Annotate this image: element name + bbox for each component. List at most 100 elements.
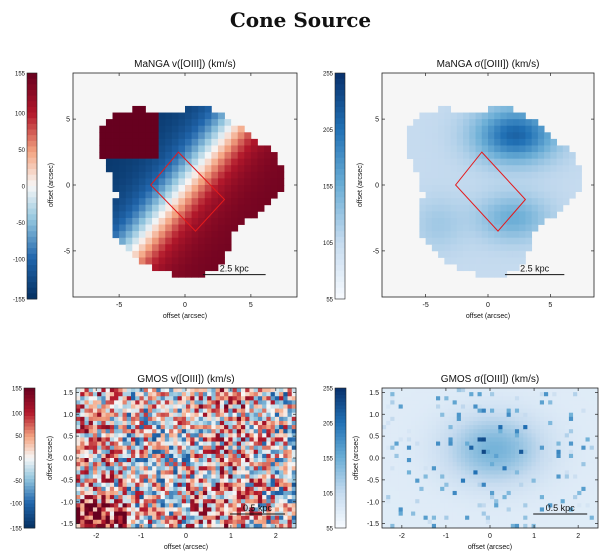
gmos-velocity-cell	[236, 495, 242, 500]
manga-dispersion-cell	[544, 198, 551, 206]
gmos-velocity-cell	[224, 474, 229, 479]
gmos-velocity-cell	[228, 458, 233, 463]
gmos-dispersion-ytick-label: -1.5	[367, 521, 379, 528]
gmos-dispersion-cell	[490, 433, 495, 438]
gmos-dispersion-cell	[448, 408, 454, 414]
gmos-velocity-cell	[135, 499, 140, 504]
gmos-dispersion-cell	[506, 462, 512, 467]
gmos-dispersion-cell	[485, 437, 491, 442]
gmos-velocity-cell	[266, 449, 272, 455]
gmos-dispersion-cell	[502, 416, 508, 422]
gmos-dispersion-cell	[490, 420, 495, 426]
manga-dispersion-cell	[531, 119, 539, 127]
gmos-velocity-cell	[173, 470, 178, 475]
gmos-dispersion-cell	[423, 429, 429, 434]
manga-velocity-cell	[191, 270, 199, 278]
manga-velocity-colorbar-step	[27, 180, 37, 187]
manga-velocity-cell	[224, 158, 232, 166]
gmos-velocity-cell	[274, 474, 280, 479]
gmos-velocity-cell	[114, 462, 119, 467]
gmos-velocity-cell	[97, 392, 102, 397]
gmos-velocity-cell	[177, 482, 183, 488]
gmos-dispersion-cell	[477, 441, 483, 447]
gmos-dispersion-cell	[465, 507, 470, 512]
gmos-velocity-cell	[262, 523, 267, 529]
gmos-dispersion-cell	[419, 478, 424, 484]
gmos-velocity-cell	[84, 425, 90, 430]
gmos-dispersion-cell	[456, 474, 462, 479]
gmos-dispersion-cell	[589, 519, 595, 525]
manga-velocity-colorbar-step	[27, 89, 37, 96]
gmos-dispersion-cell	[436, 474, 441, 479]
manga-velocity-xlabel: offset (arcsec)	[163, 313, 207, 320]
gmos-dispersion-cell	[585, 519, 591, 525]
gmos-dispersion-cell	[573, 400, 578, 405]
gmos-velocity-cell	[105, 470, 111, 475]
manga-dispersion-cell	[525, 191, 533, 199]
gmos-dispersion-cell	[440, 392, 445, 397]
manga-dispersion-cell	[463, 211, 470, 219]
gmos-dispersion-cell	[423, 433, 429, 438]
gmos-velocity-cell	[131, 507, 136, 512]
manga-dispersion-colorbar-step	[335, 287, 345, 294]
manga-dispersion-cell	[475, 217, 483, 225]
gmos-velocity-cell	[279, 412, 284, 418]
gmos-dispersion-cell	[444, 420, 449, 426]
gmos-dispersion-cell	[456, 437, 462, 442]
gmos-dispersion-cell	[436, 482, 441, 488]
gmos-velocity-cell	[80, 458, 85, 463]
gmos-dispersion-cell	[506, 495, 512, 500]
manga-velocity-cell	[105, 165, 113, 173]
gmos-dispersion-cell	[386, 388, 391, 393]
manga-dispersion-cell	[500, 145, 508, 153]
gmos-velocity-cell	[139, 466, 145, 471]
gmos-velocity-cell	[147, 445, 153, 451]
gmos-dispersion-cell	[573, 523, 578, 529]
gmos-dispersion-cell	[548, 499, 553, 504]
gmos-velocity-cell	[126, 408, 132, 414]
gmos-velocity-cell	[270, 453, 276, 459]
manga-dispersion-ytick-label: 5	[375, 117, 379, 124]
gmos-velocity-cell	[181, 425, 187, 430]
gmos-velocity-cell	[283, 437, 288, 442]
gmos-velocity-cell	[105, 474, 111, 479]
gmos-velocity-cell	[169, 482, 174, 488]
manga-velocity-cell	[231, 224, 239, 232]
gmos-dispersion-cell	[539, 449, 545, 455]
gmos-dispersion-cell	[539, 396, 545, 401]
gmos-velocity-cell	[215, 396, 221, 401]
gmos-velocity-cell	[283, 482, 288, 488]
manga-dispersion-colorbar-step	[335, 191, 345, 198]
gmos-dispersion-cell	[419, 408, 424, 414]
gmos-velocity-cell	[262, 437, 267, 442]
gmos-velocity-cell	[291, 462, 297, 467]
gmos-dispersion-cell	[452, 416, 458, 422]
gmos-dispersion-cell	[556, 445, 562, 451]
gmos-dispersion-cell	[535, 388, 541, 393]
manga-dispersion-cell	[506, 112, 514, 120]
gmos-dispersion-cell	[452, 495, 458, 500]
gmos-velocity-cell	[156, 433, 162, 438]
manga-dispersion-cell	[494, 211, 501, 219]
gmos-velocity-cell	[80, 478, 85, 484]
gmos-velocity-cell	[283, 392, 288, 397]
manga-dispersion-cell	[413, 132, 420, 140]
gmos-dispersion-cell	[452, 474, 458, 479]
gmos-dispersion-cell	[452, 392, 458, 397]
gmos-velocity-cell	[241, 453, 246, 459]
gmos-velocity-cell	[241, 519, 246, 525]
gmos-dispersion-cell	[548, 490, 553, 496]
gmos-velocity-cell	[236, 388, 242, 393]
gmos-velocity-cell	[88, 495, 94, 500]
gmos-velocity-cell	[143, 511, 149, 517]
manga-dispersion-cell	[438, 119, 445, 127]
gmos-velocity-cell	[249, 437, 255, 442]
gmos-dispersion-cell	[506, 486, 512, 492]
gmos-dispersion-cell	[477, 458, 483, 463]
gmos-dispersion-cell	[402, 416, 408, 422]
gmos-velocity-cell	[241, 466, 246, 471]
manga-velocity-cell	[132, 217, 140, 225]
gmos-velocity-cell	[253, 458, 259, 463]
gmos-velocity-cell	[147, 420, 153, 426]
gmos-dispersion-cell	[436, 412, 441, 418]
